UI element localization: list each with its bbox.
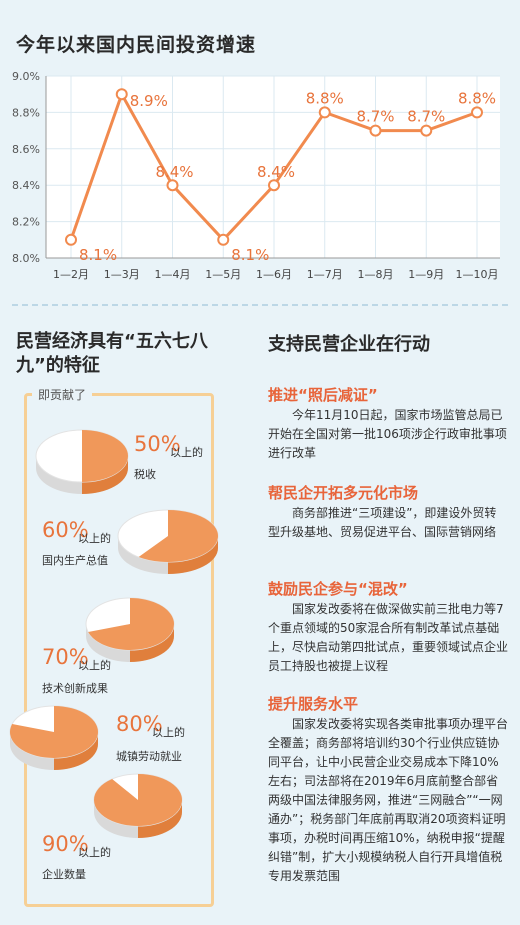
pie-side-orange [130,624,174,662]
pie-3 [85,597,175,662]
x-tick-label: 1—3月 [104,268,140,281]
y-tick-label: 8.2% [12,216,40,229]
data-point [166,179,179,192]
section-divider [12,304,508,306]
x-tick-label: 1—9月 [408,268,444,281]
pie-side-orange [82,456,128,494]
section-2-heading: 帮民企开拓多元化市场 [268,484,419,502]
pie-5-caption: 企业数量 [42,868,86,881]
pie-side-orange [138,800,182,838]
data-point [115,88,128,101]
pie-slice [9,706,99,758]
data-point [217,233,230,246]
section-4-heading: 提升服务水平 [268,695,359,713]
x-tick-label: 1—5月 [205,268,241,281]
data-point [471,106,483,119]
section-3-body: 国家发改委将在做深做实前三批电力等7个重点领域的50家混合所有制改革试点基础上，… [268,602,509,673]
pie-4-percent: 80% [116,712,163,736]
pie-2-suffix: 以上的 [78,532,111,545]
y-tick-label: 8.6% [12,143,40,156]
x-tick-label: 1—10月 [456,268,499,281]
pie-3-caption: 技术创新成果 [42,682,108,695]
data-label: 8.7% [407,108,445,126]
pie-5-percent: 90% [42,832,89,856]
pie-4-suffix: 以上的 [152,726,185,739]
contribution-label: 即贡献了 [32,386,93,403]
data-label: 8.4% [155,163,193,181]
section-1-heading: 推进“照后减证” [268,386,378,404]
data-label: 8.1% [231,246,269,264]
pie-panel-frame [24,393,214,907]
x-tick-label: 1—6月 [256,268,292,281]
pie-5 [93,773,183,838]
pie-1-percent: 50% [134,432,181,456]
pie-1 [35,429,129,494]
data-label: 8.8% [458,89,496,107]
line-chart: 8.0% 8.2% 8.4% 8.6% 8.8% 9.0% 1—2月 1—3月 1—4月 1—5月… [12,70,500,281]
pie-slice [88,598,174,650]
data-label: 8.1% [79,246,117,264]
data-point [420,124,433,137]
x-tick-label: 1—7月 [307,268,343,281]
pie-2-percent: 60% [42,518,89,542]
pie-2 [117,509,219,574]
right-section-title: 支持民营企业在行动 [268,334,430,355]
data-point [65,233,77,246]
pie-4-caption: 城镇劳动就业 [116,750,182,763]
pie-3-percent: 70% [42,645,89,669]
y-tick-label: 8.0% [12,252,40,265]
x-tick-label: 1—4月 [155,268,191,281]
pie-slice [82,430,128,482]
pie-slice [93,774,182,826]
section-3-heading: 鼓励民企参与“混改” [268,580,408,598]
data-label: 8.7% [356,108,394,126]
y-tick-label: 9.0% [12,70,40,83]
data-label: 8.8% [306,89,344,107]
chart-title: 今年以来国内民间投资增速 [16,34,257,56]
data-label: 8.9% [130,92,168,110]
left-section-title: 民营经济具有“五六七八九”的特征 [16,331,208,376]
y-tick-label: 8.8% [12,106,40,119]
pie-slice [138,510,218,562]
pie-1-suffix: 以上的 [170,446,203,459]
section-1-body: 今年11月10日起，国家市场监管总局已开始在全国对第一批106项涉企行政审批事项… [268,408,507,460]
pie-side-orange [168,536,218,574]
data-label: 8.4% [257,163,295,181]
data-point [369,124,382,137]
section-4-body: 国家发改委将实现各类审批事项办理平台全覆盖；商务部将培训约30个行业供应链协同平… [268,717,509,883]
pie-2-caption: 国内生产总值 [42,554,108,567]
y-tick-label: 8.4% [12,179,40,192]
data-point [268,179,280,192]
pie-5-suffix: 以上的 [78,846,111,859]
data-point [318,106,331,119]
section-2-body: 商务部推进“三项建设”，即建设外贸转型升级基地、贸易促进平台、国际营销网络 [268,506,497,539]
pie-4 [9,705,99,770]
pie-charts [9,429,219,838]
pie-3-suffix: 以上的 [78,659,111,672]
pie-1-caption: 税收 [134,468,156,481]
x-tick-label: 1—8月 [358,268,394,281]
pie-side-orange [54,732,98,770]
x-tick-label: 1—2月 [53,268,89,281]
